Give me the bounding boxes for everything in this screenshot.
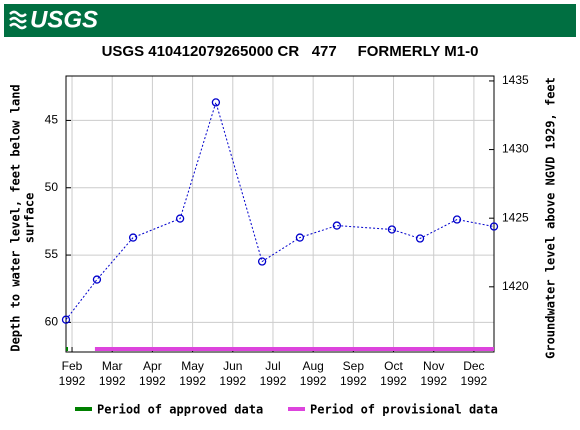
logo-text: USGS <box>30 6 98 33</box>
data-point <box>415 234 425 243</box>
x-tick-label: Oct 1992 <box>380 359 407 388</box>
data-point <box>92 275 102 284</box>
data-point <box>61 315 71 324</box>
x-tick-label: Mar 1992 <box>98 359 126 388</box>
y2-tick-label: 1435 <box>502 73 529 87</box>
period-bar <box>66 347 69 351</box>
plot-frame <box>65 75 495 353</box>
data-line <box>65 100 495 320</box>
logo-icon <box>9 10 27 30</box>
legend-label: Period of provisional data <box>310 403 498 417</box>
x-tick-label: Dec 1992 <box>460 359 488 388</box>
x-tick-label: May 1992 <box>179 359 206 388</box>
y-tick-label: 55 <box>45 247 59 261</box>
data-point <box>452 215 462 224</box>
data-point <box>211 98 221 107</box>
y-tick-label: 45 <box>45 113 59 127</box>
x-tick-label: Nov 1992 <box>420 359 448 388</box>
y2-tick-label: 1425 <box>502 210 529 224</box>
x-tick-label: Sep 1992 <box>339 359 367 388</box>
x-tick-label: Jul 1992 <box>259 359 287 388</box>
data-point <box>332 221 342 230</box>
y2-tick-label: 1430 <box>502 142 529 156</box>
x-tick-label: Feb 1992 <box>58 359 86 388</box>
data-point <box>257 257 267 266</box>
x-tick-label: Apr 1992 <box>139 359 166 388</box>
x-tick-label: Jun 1992 <box>219 359 247 388</box>
data-point <box>175 214 185 223</box>
data-point <box>295 233 305 242</box>
data-point <box>489 222 499 231</box>
y-tick-label: 50 <box>45 180 59 194</box>
data-point <box>128 233 138 242</box>
y-axis-title: surface <box>23 193 37 244</box>
y-axis-title: Depth to water level, feet below land <box>9 84 23 351</box>
x-tick-label: Aug 1992 <box>299 359 327 388</box>
period-bar <box>94 347 494 351</box>
y2-axis-title: Groundwater level above NGVD 1929, feet <box>544 77 558 359</box>
y2-tick-label: 1420 <box>502 279 529 293</box>
chart-title: USGS 410412079265000 CR 477 FORMERLY M1-… <box>102 43 479 60</box>
header-bar <box>4 4 576 37</box>
y-tick-label: 60 <box>45 315 59 329</box>
data-point <box>387 225 397 234</box>
legend-label: Period of approved data <box>97 403 263 417</box>
